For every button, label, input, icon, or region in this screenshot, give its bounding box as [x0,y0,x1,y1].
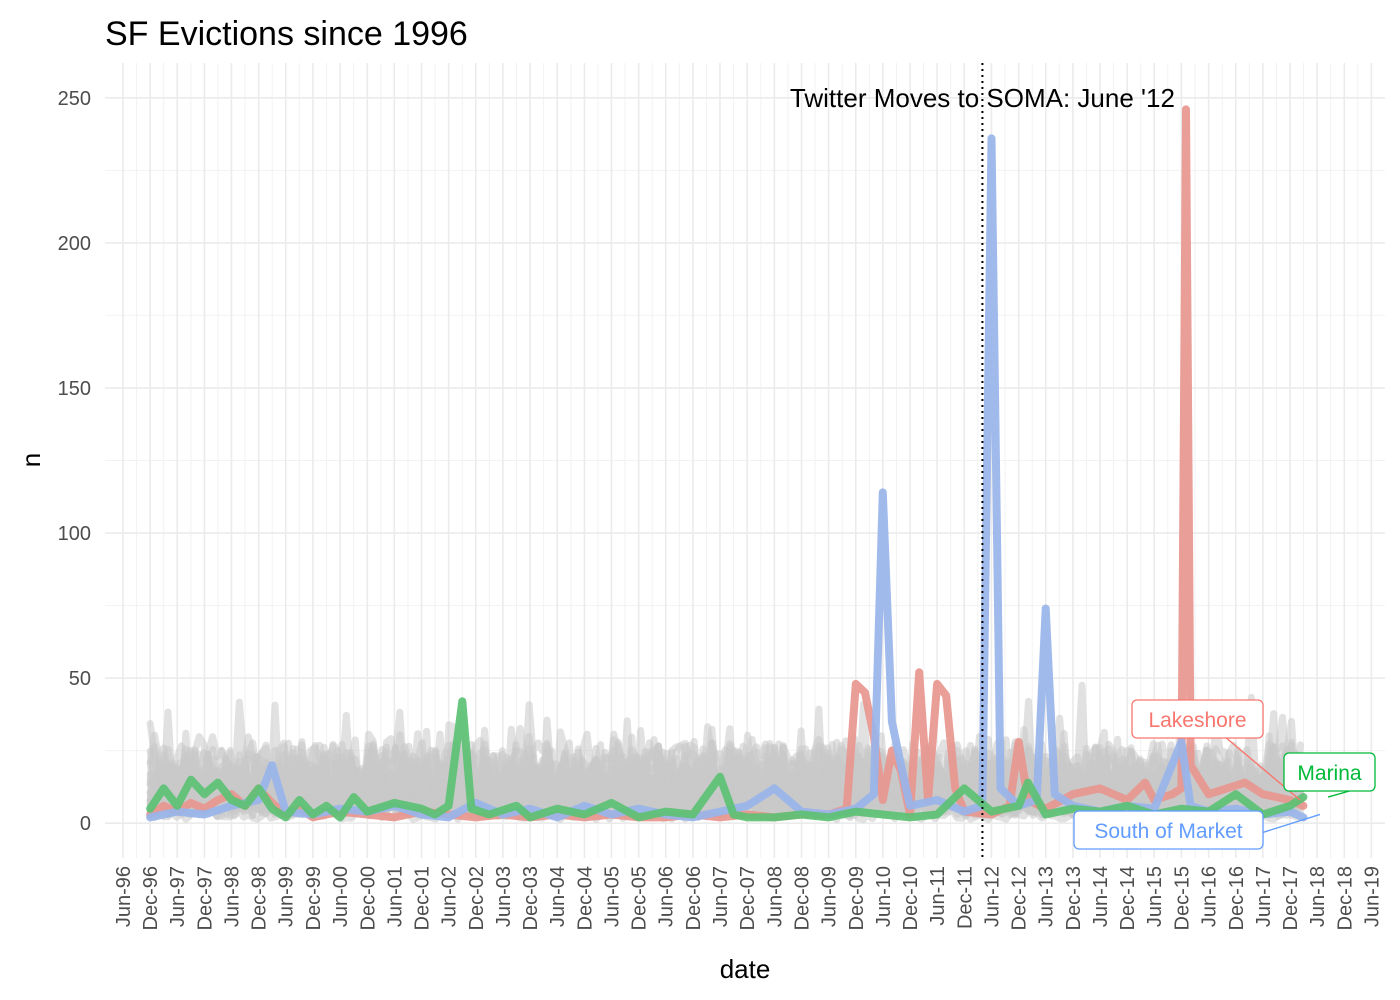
x-tick-label: Dec-07 [737,866,759,930]
x-tick-label: Dec-98 [249,866,271,930]
x-tick-label: Jun-16 [1199,866,1221,927]
y-tick-label: 0 [80,813,91,835]
label-box-lakeshore [1131,699,1264,739]
x-tick-label: Dec-01 [412,866,434,930]
x-tick-label: Dec-09 [846,866,868,930]
x-tick-label: Dec-00 [357,866,379,930]
x-tick-label: Dec-18 [1334,866,1356,930]
series-line-marina [146,697,1308,822]
x-tick-label: Dec-14 [1117,866,1139,930]
series-label-marina: Marina [1297,762,1362,785]
series-line-lakeshore [146,105,1308,822]
x-tick-label: Jun-96 [113,866,135,927]
x-tick-label: Dec-17 [1280,866,1302,930]
x-tick-label: Jun-13 [1036,866,1058,927]
major-gridlines [105,63,1385,858]
highlighted-series-lines [146,105,1308,822]
x-tick-label: Jun-97 [167,866,189,927]
x-tick-label: Jun-03 [493,866,515,927]
x-tick-label: Jun-14 [1090,866,1112,927]
x-tick-label: Jun-00 [330,866,352,927]
x-tick-label: Jun-10 [873,866,895,927]
x-tick-label: Dec-15 [1171,866,1193,930]
x-tick-label: Dec-99 [303,866,325,930]
x-tick-label: Jun-17 [1253,866,1275,927]
x-tick-label: Dec-12 [1009,866,1031,930]
x-tick-label: Jun-11 [927,866,949,926]
x-tick-label: Dec-02 [466,866,488,930]
x-tick-label: Jun-05 [601,866,623,927]
x-tick-label: Jun-12 [981,866,1003,927]
x-tick-label: Jun-18 [1307,866,1329,927]
series-label-lakeshore: Lakeshore [1148,709,1246,732]
x-tick-label: Jun-98 [221,866,243,927]
x-tick-label: Jun-19 [1361,866,1383,927]
y-tick-label: 50 [69,668,91,690]
x-tick-label: Dec-04 [574,866,596,930]
x-tick-label: Jun-07 [710,866,732,927]
y-axis-title: n [16,453,46,467]
x-tick-label: Jun-99 [276,866,298,927]
x-tick-label: Dec-16 [1226,866,1248,930]
x-tick-label: Jun-01 [384,866,406,927]
x-tick-label: Jun-08 [764,866,786,927]
x-tick-label: Dec-05 [629,866,651,930]
x-tick-label: Dec-96 [140,866,162,930]
x-axis-title: date [720,954,771,984]
x-tick-label: Jun-15 [1144,866,1166,927]
y-tick-label: 150 [58,378,91,400]
x-tick-label: Dec-06 [683,866,705,930]
x-tick-labels: Jun-96 Dec-96 Jun-97 Dec-97 Jun-98 Dec-98 Jun-… [113,866,1383,930]
y-tick-label: 250 [58,88,91,110]
x-tick-label: Dec-13 [1063,866,1085,930]
x-tick-label: Jun-02 [439,866,461,927]
series-line-south-of-market [146,134,1308,822]
chart-title: SF Evictions since 1996 [105,15,468,53]
x-tick-label: Dec-10 [900,866,922,930]
label-leader-marina [1327,790,1350,798]
x-tick-label: Dec-97 [194,866,216,930]
y-tick-label: 100 [58,523,91,545]
label-box-south-of-market [1073,810,1264,850]
x-tick-label: Jun-09 [819,866,841,927]
x-tick-label: Dec-03 [520,866,542,930]
x-tick-label: Jun-06 [656,866,678,927]
x-tick-label: Dec-11 [954,866,976,929]
y-tick-label: 200 [58,233,91,255]
series-labels: Lakeshore South of Market Marina [1073,699,1376,850]
annotation-label: Twitter Moves to SOMA: June '12 [790,83,1175,113]
x-tick-label: Jun-04 [547,866,569,927]
x-tick-label: Dec-08 [792,866,814,930]
y-tick-labels: 0 50 100 150 200 250 [58,88,91,835]
series-label-south-of-market: South of Market [1094,820,1242,843]
label-box-marina [1283,752,1376,792]
